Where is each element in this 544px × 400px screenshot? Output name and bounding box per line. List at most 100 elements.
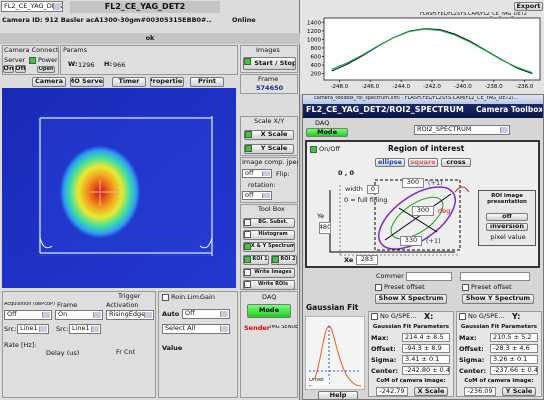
label: 0 = full filling — [344, 197, 388, 204]
comment-input[interactable] — [460, 272, 530, 281]
param-value[interactable]: -242.80 ± 0.4 — [402, 366, 450, 375]
input[interactable]: 0 — [367, 185, 379, 194]
input[interactable]: 300 — [402, 178, 424, 188]
section-label: Camera Connection — [4, 47, 59, 54]
input[interactable]: 283 — [356, 255, 378, 265]
no-gspe-check[interactable]: No G/SPE... — [459, 313, 508, 321]
mode-button[interactable]: Mode — [306, 128, 348, 137]
button[interactable]: Properties — [150, 77, 184, 87]
scale-button[interactable]: Y Scale — [502, 387, 536, 396]
onoff-check[interactable]: On/Off — [310, 146, 359, 154]
button[interactable]: Print — [190, 77, 224, 87]
show-y[interactable]: Show Y Spectrum — [462, 294, 534, 304]
param-value[interactable]: 214.4 ± 8.5 — [402, 333, 450, 342]
y-tick-label: 200 — [311, 72, 322, 78]
select[interactable]: Line1 — [17, 324, 49, 334]
comment-input[interactable] — [406, 272, 452, 281]
param-value[interactable]: 210.5 ± 5.2 — [490, 333, 538, 342]
label: Auto — [162, 311, 180, 318]
select[interactable]: Off — [4, 310, 52, 320]
status: Online — [232, 17, 256, 24]
gauss-sketch — [305, 316, 365, 390]
x-scale[interactable]: X Scale — [244, 130, 294, 140]
y-scale[interactable]: Y Scale — [244, 144, 294, 154]
plot-path: FLASH.FEL/FL2SYS.CAM/FL2_CE_YAG_DET2 — [420, 12, 527, 17]
tool-button[interactable]: Histogram — [243, 230, 295, 240]
scale-button[interactable]: X Scale — [414, 387, 448, 396]
tool-button[interactable]: ROI 2 — [271, 255, 297, 265]
btn[interactable]: inversion — [486, 223, 528, 231]
select[interactable]: RisingEdge — [106, 310, 154, 320]
off-button[interactable]: Off — [15, 65, 26, 73]
power-check[interactable]: Power — [29, 57, 68, 65]
y-tick-label: 600 — [311, 54, 322, 60]
export-button[interactable]: Export — [514, 2, 543, 11]
label: CoM of camera image: — [464, 378, 534, 384]
x-tick-label: -246.0 — [361, 84, 379, 90]
start-stop[interactable]: Start / Stop — [243, 57, 296, 70]
tool-button[interactable]: BG. Subst. — [243, 218, 295, 228]
value: IMG SENDE... — [270, 325, 298, 330]
label: pixel value — [490, 234, 526, 241]
no-gspe-check[interactable]: No G/SPE... — [371, 313, 420, 321]
button[interactable]: MO Server — [70, 77, 104, 87]
tool-button[interactable]: X & Y Spectrum — [243, 242, 295, 252]
section-label: Trigger — [118, 293, 141, 300]
label: Xe — [344, 257, 354, 264]
button[interactable]: Camera — [32, 77, 66, 87]
label: 0 , 0 — [338, 170, 355, 177]
com-value[interactable]: -242.79 — [376, 387, 408, 396]
btn[interactable]: off — [486, 213, 528, 221]
roi-title: Region of interest — [388, 145, 465, 153]
axis-label: X: — [424, 313, 434, 321]
label: DAQ — [315, 120, 330, 127]
tool-button[interactable]: ROI 1 — [243, 255, 269, 265]
button[interactable]: Timer — [112, 77, 146, 87]
on-button[interactable]: On — [3, 65, 14, 73]
select[interactable]: On — [55, 310, 103, 320]
label: Rate [Hz]: — [4, 342, 37, 349]
label: deg — [438, 208, 451, 215]
param-value[interactable]: -28.3 ± 4.6 — [490, 344, 538, 353]
shape-button[interactable]: ellipse — [375, 158, 405, 167]
roi-lim-check[interactable]: Roin.Lim. — [162, 294, 207, 302]
input[interactable]: 300 — [412, 206, 434, 216]
fit-x-panel — [368, 311, 454, 397]
param-label: Center: — [459, 368, 487, 375]
params-panel — [60, 45, 238, 75]
tool-button[interactable]: Write ROIs — [243, 280, 295, 290]
mode-button[interactable]: Mode — [247, 304, 291, 318]
window-title: FL2_CE_YAG_DET2 — [70, 1, 220, 13]
label: Delay (us) — [46, 350, 80, 357]
param-value[interactable]: -94.3 ± 8.9 — [402, 344, 450, 353]
select-all[interactable]: Select All — [162, 324, 230, 334]
input[interactable]: 480 — [319, 222, 331, 234]
param-value[interactable]: 3.26 ± 0.1 — [490, 355, 538, 364]
x-tick-label: -236.0 — [516, 84, 534, 90]
select[interactable]: Line1 — [69, 324, 101, 334]
tool-button[interactable]: Write Images — [243, 268, 295, 278]
preset-check[interactable]: Preset offset — [375, 284, 434, 292]
label: Src: — [56, 326, 69, 333]
y-tick-label: 800 — [311, 46, 322, 52]
com-value[interactable]: -236.09 — [464, 387, 496, 396]
help-button[interactable]: Help — [318, 391, 358, 400]
label: Server — [4, 57, 26, 64]
roi-select[interactable]: ROI2_SPECTRUM — [414, 125, 510, 135]
power-state[interactable]: Open — [37, 66, 55, 73]
param-value[interactable]: -237.66 ± 0.4 — [490, 366, 538, 375]
label: rotation: — [248, 182, 276, 189]
select[interactable]: off — [242, 169, 272, 178]
param-value[interactable]: 3.41 ± 0.1 — [402, 355, 450, 364]
shape-button[interactable]: cross — [441, 158, 471, 167]
series-line — [331, 28, 533, 74]
input[interactable]: 330 — [400, 236, 422, 246]
select[interactable]: off — [242, 191, 272, 200]
label: CoM of camera image: — [376, 378, 446, 384]
preset-check[interactable]: Preset offset — [462, 284, 521, 292]
device-select[interactable]: FL2_CE_YAG_DET2 — [1, 1, 63, 12]
show-x[interactable]: Show X Spectrum — [375, 294, 447, 304]
select[interactable]: Off — [182, 309, 230, 319]
shape-button[interactable]: square — [408, 158, 438, 167]
plot-area — [323, 17, 541, 81]
